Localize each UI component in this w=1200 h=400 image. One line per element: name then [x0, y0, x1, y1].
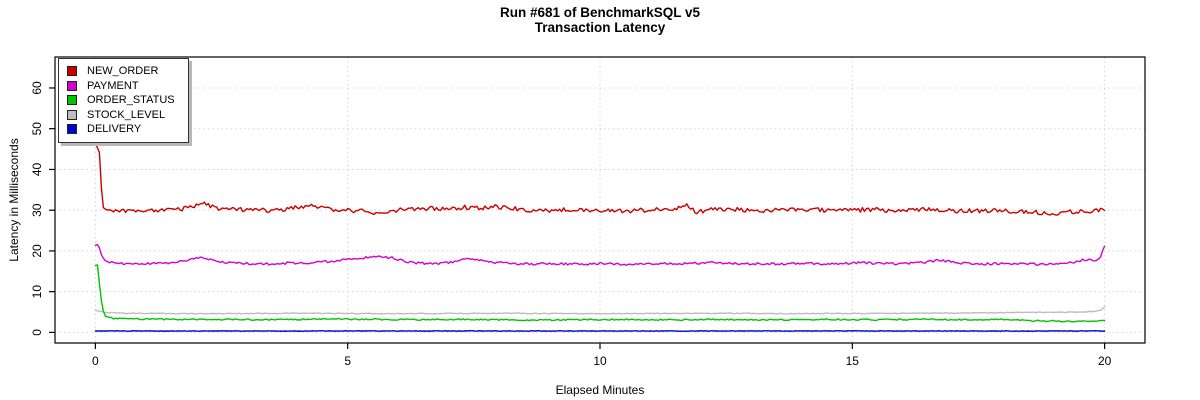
grid-lines [55, 57, 1145, 343]
y-tick-label: 20 [30, 244, 44, 258]
y-tick-label: 0 [30, 329, 44, 336]
legend-label-payment: PAYMENT [87, 79, 139, 92]
chart-title-block: Run #681 of BenchmarkSQL v5 Transaction … [0, 5, 1200, 35]
legend: NEW_ORDER PAYMENT ORDER_STATUS STOCK_LEV… [58, 58, 189, 143]
series-line-new_order [94, 142, 1106, 216]
y-tick-label: 50 [30, 122, 44, 136]
series-line-payment [94, 243, 1106, 266]
legend-swatch-new-order-icon [67, 66, 77, 77]
legend-item-new-order: NEW_ORDER [67, 64, 180, 79]
x-tick-label: 10 [593, 354, 607, 368]
legend-swatch-delivery-icon [67, 124, 77, 135]
legend-item-stock-level: STOCK_LEVEL [67, 108, 180, 123]
legend-item-order-status: ORDER_STATUS [67, 93, 180, 108]
y-axis-label: Latency in Milliseconds [7, 138, 21, 262]
series-line-stock_level [94, 306, 1106, 315]
axis-ticks-and-labels: 0 5 10 15 20 0 10 20 30 40 50 60 [30, 81, 1112, 368]
legend-label-new-order: NEW_ORDER [87, 65, 159, 78]
legend-label-stock-level: STOCK_LEVEL [87, 108, 166, 121]
series-line-delivery [94, 330, 1106, 332]
series-line-order_status [94, 264, 1106, 323]
y-tick-label: 40 [30, 162, 44, 176]
legend-item-payment: PAYMENT [67, 79, 180, 94]
y-tick-label: 30 [30, 203, 44, 217]
x-tick-label: 0 [92, 354, 99, 368]
legend-swatch-stock-level-icon [67, 109, 77, 120]
legend-swatch-payment-icon [67, 80, 77, 91]
chart-subtitle: Transaction Latency [534, 20, 666, 35]
chart-title: Run #681 of BenchmarkSQL v5 [499, 5, 701, 20]
x-tick-label: 5 [344, 354, 351, 368]
x-axis-label: Elapsed Minutes [555, 383, 645, 397]
legend-item-delivery: DELIVERY [67, 122, 180, 137]
y-tick-label: 60 [30, 81, 44, 95]
x-tick-label: 15 [846, 354, 860, 368]
legend-label-delivery: DELIVERY [87, 123, 142, 136]
legend-label-order-status: ORDER_STATUS [87, 94, 175, 107]
x-tick-label: 20 [1098, 354, 1112, 368]
legend-swatch-order-status-icon [67, 95, 77, 106]
y-tick-label: 10 [30, 285, 44, 299]
